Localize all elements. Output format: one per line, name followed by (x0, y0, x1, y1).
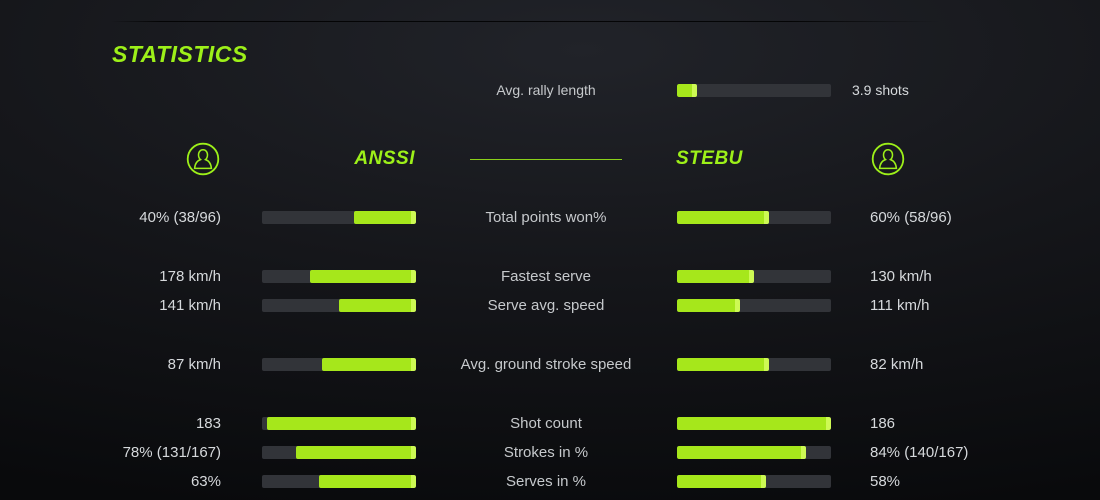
right-player-bar-fill (677, 299, 741, 312)
right-player-value: 58% (870, 473, 901, 490)
left-player-bar (262, 417, 416, 430)
stat-row: 78% (131/167) Strokes in % 84% (140/167) (0, 438, 1100, 467)
left-player-bar-fill (322, 358, 416, 371)
right-player-bar (677, 358, 831, 371)
left-player-bar-fill (318, 475, 416, 488)
right-player-bar-fill (677, 446, 807, 459)
right-player-bar-fill (677, 475, 767, 488)
stat-label: Strokes in % (503, 444, 589, 461)
left-player-bar-fill (295, 446, 416, 459)
right-player-bar (677, 270, 831, 283)
right-player-bar (677, 475, 831, 488)
left-player-bar-fill (339, 299, 416, 312)
left-player-bar (262, 270, 416, 283)
left-player-bar (262, 358, 416, 371)
left-player-value: 78% (131/167) (122, 444, 221, 461)
right-player-value: 82 km/h (870, 356, 924, 373)
spacer (0, 78, 226, 102)
left-player-bar (262, 211, 416, 224)
right-player-bar-fill (677, 270, 754, 283)
right-player-bar (677, 211, 831, 224)
left-player-bar-fill (266, 417, 416, 430)
spacer (226, 78, 416, 102)
right-player-value: 186 (870, 415, 896, 432)
stat-label: Serve avg. speed (487, 297, 605, 314)
stat-row: 141 km/h Serve avg. speed 111 km/h (0, 291, 1100, 320)
avg-rally-length-bar (677, 83, 831, 97)
player-name-right: STEBU (676, 148, 743, 169)
stat-row: 87 km/h Avg. ground stroke speed 82 km/h (0, 350, 1100, 379)
avg-rally-length-value: 3.9 shots (852, 82, 909, 98)
left-player-value: 141 km/h (159, 297, 221, 314)
left-player-value: 63% (190, 473, 221, 490)
left-player-bar-fill (309, 270, 416, 283)
left-player-value: 87 km/h (167, 356, 221, 373)
right-player-value: 111 km/h (870, 297, 930, 314)
stat-label: Total points won% (485, 209, 607, 226)
stats-table: 40% (38/96) Total points won% 60% (58/96… (0, 203, 1100, 496)
players-header-row: ANSSI STEBU (0, 141, 1100, 177)
stat-row: 40% (38/96) Total points won% 60% (58/96… (0, 203, 1100, 232)
stat-row: 63% Serves in % 58% (0, 467, 1100, 496)
left-player-bar (262, 475, 416, 488)
left-player-value: 183 (195, 415, 221, 432)
avg-rally-length-row: Avg. rally length 3.9 shots (0, 78, 1100, 102)
center-divider-line (470, 158, 622, 160)
right-player-bar-fill (677, 358, 770, 371)
person-circle-icon (871, 142, 905, 176)
right-player-bar (677, 446, 831, 459)
right-player-bar-fill (677, 211, 770, 224)
left-player-bar (262, 446, 416, 459)
stat-label: Avg. ground stroke speed (460, 356, 632, 373)
left-player-bar-fill (354, 211, 416, 224)
stat-label: Shot count (510, 415, 582, 432)
right-player-value: 60% (58/96) (870, 209, 952, 226)
left-player-value: 40% (38/96) (139, 209, 221, 226)
page-title: STATISTICS (112, 41, 248, 67)
stat-row: 183 Shot count 186 (0, 409, 1100, 438)
stat-label: Serves in % (505, 473, 587, 490)
avg-rally-length-label: Avg. rally length (496, 82, 596, 98)
top-divider (110, 21, 942, 22)
right-player-bar-fill (677, 417, 831, 430)
left-player-bar (262, 299, 416, 312)
left-player-value: 178 km/h (159, 268, 221, 285)
avg-rally-length-bar-fill (677, 83, 698, 97)
right-player-value: 130 km/h (870, 268, 932, 285)
right-player-value: 84% (140/167) (870, 444, 969, 461)
person-circle-icon (186, 142, 220, 176)
stat-row: 178 km/h Fastest serve 130 km/h (0, 262, 1100, 291)
player-name-left: ANSSI (354, 148, 415, 169)
right-player-bar (677, 417, 831, 430)
stat-label: Fastest serve (500, 268, 592, 285)
right-player-bar (677, 299, 831, 312)
